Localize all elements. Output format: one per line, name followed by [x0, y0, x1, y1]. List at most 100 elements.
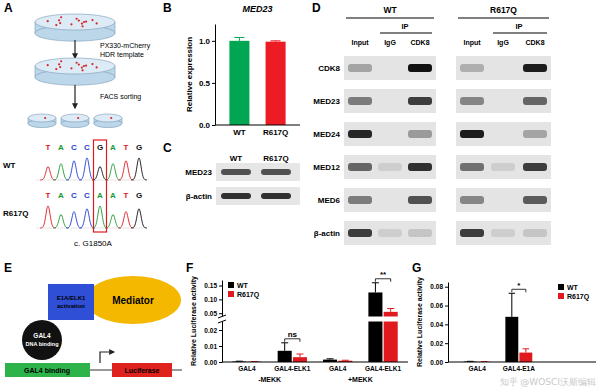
- tick: GAL4-ELK1: [365, 365, 402, 372]
- band: [460, 64, 484, 72]
- band: [408, 130, 432, 138]
- cell: [78, 19, 80, 21]
- tick-label: 0.06: [430, 302, 443, 309]
- band: [221, 193, 251, 199]
- band: [378, 97, 402, 105]
- cell: [55, 68, 57, 70]
- y-label: Relative Luciferase activity: [190, 276, 198, 366]
- tick: 1.0: [199, 37, 215, 46]
- tick-label: GAL4: [238, 365, 256, 372]
- column-label: WT: [230, 154, 243, 163]
- lane-label: IgG: [497, 39, 509, 47]
- band: [348, 97, 372, 105]
- band: [491, 130, 515, 138]
- bar: [505, 317, 518, 362]
- tick-label: GAL4: [468, 365, 486, 372]
- bar: [266, 42, 286, 125]
- label: HDR template: [100, 51, 144, 59]
- row-label: MED23: [185, 168, 212, 177]
- row-label: MED12: [313, 163, 340, 172]
- band: [460, 97, 484, 105]
- x-axis: GAL4 GAL4-E1A: [468, 365, 535, 372]
- panel-label: D: [312, 1, 321, 15]
- band: [378, 163, 402, 171]
- blot: [344, 188, 436, 212]
- error-bar: [372, 283, 379, 293]
- band: [491, 64, 515, 72]
- tick-mark: [445, 287, 448, 288]
- bar: [519, 353, 532, 362]
- panel-label: A: [4, 1, 13, 15]
- legend-label: WT: [237, 282, 249, 289]
- band: [408, 196, 432, 204]
- error-bar: [234, 37, 244, 40]
- trace-peak: [40, 167, 56, 180]
- cell: [70, 67, 72, 69]
- trace-peak: [79, 209, 95, 228]
- axis-break: [218, 317, 408, 322]
- tick-label: 1.0: [199, 37, 211, 46]
- x-axis: WTR617Q: [233, 128, 288, 137]
- blot: [216, 163, 300, 181]
- band: [348, 196, 372, 204]
- lane-label: Input: [351, 39, 369, 47]
- mutation-box: [94, 140, 107, 232]
- tick: GAL4-E1A: [503, 365, 535, 372]
- label: activation: [57, 303, 85, 309]
- axis-line: [215, 25, 216, 126]
- x-axis-line: [448, 362, 596, 363]
- legend-swatch: [228, 291, 234, 297]
- label: Mediator: [112, 295, 154, 306]
- cell: [81, 25, 83, 27]
- cell: [60, 16, 62, 18]
- blot: [456, 89, 551, 113]
- base: A: [97, 191, 103, 200]
- dish-top: [28, 114, 56, 122]
- base: A: [58, 143, 64, 152]
- tick-label: 0.15: [204, 282, 217, 289]
- tick: 0.02: [430, 340, 448, 347]
- dna-binding-domain: [22, 320, 62, 360]
- cell: [70, 23, 72, 25]
- cell: [91, 63, 93, 65]
- tick: GAL4-ELK1: [274, 365, 311, 372]
- tick: 0.08: [430, 283, 448, 290]
- panel-c: WTR617QMED23β-actin: [185, 154, 300, 205]
- blot: [456, 221, 551, 245]
- blot: [344, 221, 436, 245]
- group-label: +MEKK: [348, 376, 373, 383]
- y-axis: 0.000.010.020.050.100.15: [204, 281, 222, 366]
- band: [408, 64, 432, 72]
- activation-domain: [48, 284, 94, 320]
- legend-swatch: [228, 282, 234, 288]
- lane-label: CDK8: [410, 39, 429, 46]
- dish-top: [35, 14, 115, 30]
- tick: 0.06: [430, 302, 448, 309]
- figure: ABCDEFGPX330-mCherryHDR templateFACS sor…: [0, 0, 600, 389]
- legend-swatch: [558, 293, 564, 299]
- legend-label: R617Q: [237, 291, 260, 299]
- cell: [81, 69, 83, 71]
- tick: 0.15: [204, 282, 222, 289]
- error-bar: [281, 343, 288, 351]
- band: [378, 64, 402, 72]
- y-label: Relative Luciferase activity: [416, 277, 424, 367]
- annotation: *: [517, 281, 521, 290]
- lane-label: CDK8: [525, 39, 544, 46]
- base: A: [110, 143, 116, 152]
- group-label: WT: [383, 5, 397, 15]
- y-label: Relative expression: [185, 37, 194, 112]
- tick-label: 0.5: [199, 79, 211, 88]
- trace-peak: [131, 209, 147, 228]
- x-axis: GAL4GAL4-ELK1GAL4GAL4-ELK1: [238, 365, 401, 372]
- base: T: [124, 143, 129, 152]
- band: [460, 163, 484, 171]
- label: GAL4: [33, 332, 51, 339]
- cell: [91, 19, 93, 21]
- row-label: CDK8: [318, 64, 340, 73]
- blot: [344, 122, 436, 146]
- legend: WTR617Q: [558, 284, 590, 301]
- cell: [96, 66, 98, 68]
- label: DNA binding: [25, 341, 58, 347]
- band: [378, 196, 402, 204]
